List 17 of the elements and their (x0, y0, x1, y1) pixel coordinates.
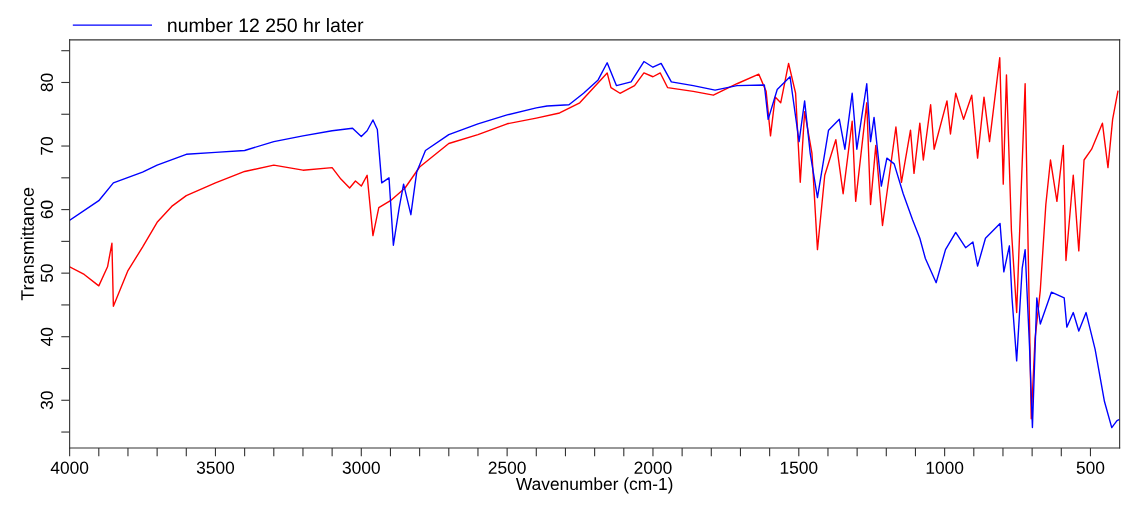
y-axis-title: Transmittance (20, 187, 34, 301)
x-tick-label: 3000 (342, 461, 380, 474)
x-tick-label: 4000 (50, 461, 89, 474)
x-tick-label: 3500 (196, 461, 235, 474)
x-tick-label: 1000 (926, 461, 964, 474)
y-tick-label: 30 (40, 391, 53, 410)
y-tick-label: 40 (40, 327, 53, 346)
x-tick-label: 2500 (488, 461, 526, 474)
y-tick-label: 50 (40, 264, 53, 283)
y-tick-label: 80 (40, 73, 53, 92)
x-tick-label: 500 (1076, 461, 1105, 474)
x-axis-title: Wavenumber (cm-1) (515, 477, 673, 494)
legend-label: number 12 250 hr later (168, 17, 364, 33)
x-tick-label: 2000 (634, 461, 672, 474)
x-tick-label: 1500 (780, 461, 818, 474)
y-tick-label: 60 (40, 200, 53, 219)
y-tick-label: 70 (40, 137, 53, 155)
